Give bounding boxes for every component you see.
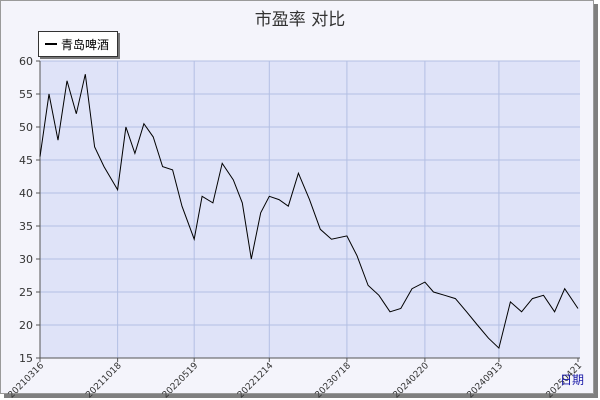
y-tick-label: 55: [19, 88, 33, 101]
x-tick-label: 20240913: [466, 361, 505, 400]
x-tick-label: 20221214: [236, 361, 276, 400]
y-tick-label: 60: [19, 55, 33, 68]
x-tick-label: 20230718: [314, 361, 354, 400]
x-tick-label: 20211018: [84, 361, 124, 400]
chart-title: 市盈率 对比: [254, 10, 346, 30]
y-tick-label: 35: [19, 220, 33, 233]
y-tick-label: 30: [19, 253, 33, 266]
legend-swatch: [45, 43, 57, 45]
y-tick-label: 20: [19, 319, 33, 332]
y-tick-label: 40: [19, 187, 33, 200]
y-tick-label: 15: [19, 352, 33, 365]
legend: 青岛啤酒: [38, 31, 118, 57]
x-axis-label: 日期: [560, 373, 584, 387]
y-axis: 15 20 25 30 35 40 45 50 55 60: [19, 55, 40, 365]
legend-label: 青岛啤酒: [61, 38, 110, 52]
x-tick-label: 20240220: [392, 361, 432, 400]
plot-area: [40, 61, 580, 358]
y-tick-label: 45: [19, 154, 33, 167]
axis-lines: [39, 61, 580, 359]
x-tick-label: 20220519: [161, 361, 201, 400]
y-tick-label: 25: [19, 286, 33, 299]
x-tick-label: 20210316: [7, 361, 47, 400]
y-tick-label: 50: [19, 121, 33, 134]
grid: [40, 60, 580, 359]
series-line: [39, 74, 579, 350]
